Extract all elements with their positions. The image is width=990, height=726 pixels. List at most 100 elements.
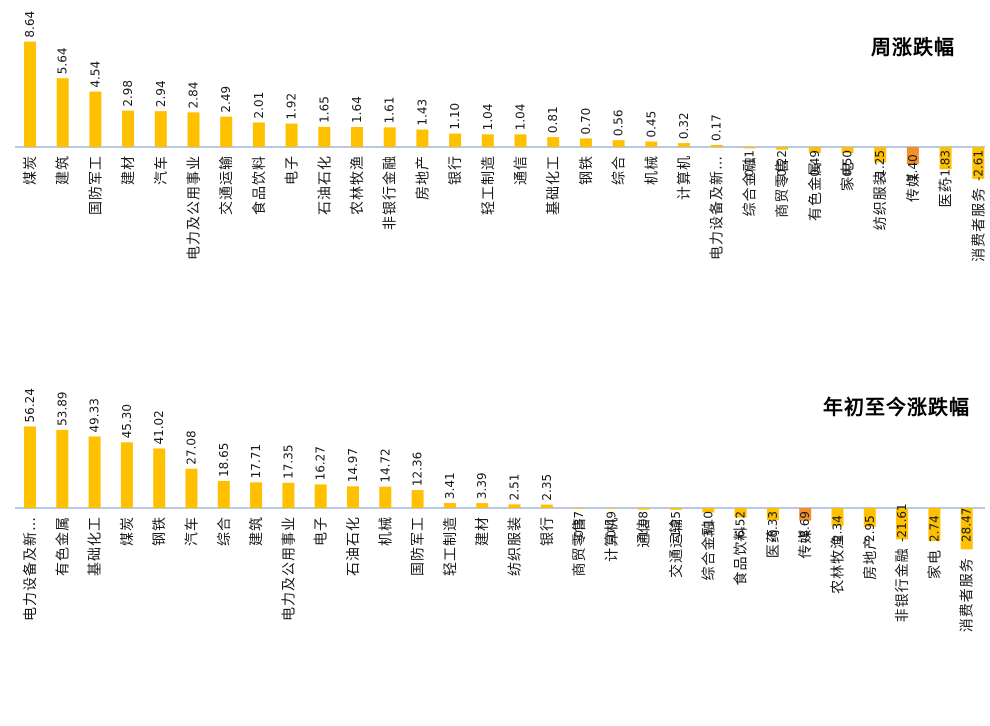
data-label: 2.74 xyxy=(927,515,941,542)
category-label: 房地产 xyxy=(415,155,431,200)
bar-10 xyxy=(314,484,327,508)
category-label: 商贸零售 xyxy=(572,517,588,577)
data-label: 28.47 xyxy=(960,508,974,542)
bar-13 xyxy=(416,129,429,147)
data-label: -0.49 xyxy=(604,511,618,542)
data-label: 1.04 xyxy=(514,104,528,131)
category-label: 交通运输 xyxy=(218,155,235,215)
category-label: 建材 xyxy=(121,155,137,185)
data-label: 3.41 xyxy=(443,472,457,499)
bar-20 xyxy=(637,508,650,510)
ytd-change-chart: 年初至今涨跌幅 56.24 电力设备及新… 53.89 有色金属 49.33 基础化工 45… xyxy=(15,388,985,632)
bar-14 xyxy=(449,133,462,147)
data-label: 2.51 xyxy=(508,474,522,501)
data-label: -0.49 xyxy=(808,150,822,181)
category-label: 农林牧渔 xyxy=(831,534,847,594)
data-label: 0.70 xyxy=(579,108,593,135)
bar-6 xyxy=(185,468,198,508)
category-label: 房地产 xyxy=(863,535,879,580)
data-label: 56.24 xyxy=(23,388,37,422)
chart-title: 年初至今涨跌幅 xyxy=(823,395,970,419)
data-label: 1.10 xyxy=(448,103,462,130)
category-label: 商贸零售 xyxy=(775,158,791,218)
data-label: 2.35 xyxy=(540,474,554,501)
category-label: 建筑 xyxy=(249,516,265,546)
data-label: 1.40 xyxy=(906,154,920,181)
data-label: 53.89 xyxy=(55,392,69,426)
data-label: -3.10 xyxy=(701,511,715,542)
category-label: 有色金属 xyxy=(807,161,824,221)
data-label: 1.61 xyxy=(383,97,397,124)
category-label: 家电 xyxy=(926,549,943,579)
bar-7 xyxy=(217,480,230,508)
bar-9 xyxy=(282,482,295,508)
category-label: 通信 xyxy=(514,155,530,185)
category-label: 银行 xyxy=(448,155,464,185)
category-label: 综合 xyxy=(612,155,628,185)
category-label: 传媒 xyxy=(906,172,922,202)
data-label: -21.61 xyxy=(895,503,909,542)
bar-30 xyxy=(972,147,985,179)
bar-2 xyxy=(56,429,69,508)
data-label: 1.04 xyxy=(481,104,495,131)
bar-4 xyxy=(120,442,133,508)
category-label: 基础化工 xyxy=(87,516,104,576)
data-label: 27.08 xyxy=(185,430,199,464)
category-label: 轻工制造 xyxy=(481,155,497,215)
bar-28 xyxy=(896,508,909,540)
category-label: 汽车 xyxy=(153,155,170,185)
data-label: 17.71 xyxy=(249,444,263,478)
data-label: 0.56 xyxy=(612,109,626,136)
bar-28 xyxy=(906,147,919,165)
category-label: 通信 xyxy=(637,518,653,548)
bar-29 xyxy=(928,508,941,541)
category-label: 电力设备及新… xyxy=(709,155,726,260)
data-label: 14.97 xyxy=(346,448,360,482)
bar-14 xyxy=(443,503,456,508)
category-label: 医药 xyxy=(939,177,955,207)
bar-3 xyxy=(89,91,102,147)
data-label: -0.50 xyxy=(841,150,855,181)
category-label: 国防军工 xyxy=(411,516,427,576)
bar-19 xyxy=(605,508,618,509)
bar-22 xyxy=(710,144,723,147)
bar-16 xyxy=(508,504,521,508)
bar-5 xyxy=(154,111,167,147)
bar-24 xyxy=(766,508,779,521)
bar-21 xyxy=(678,143,690,147)
data-label: -0.11 xyxy=(742,150,756,181)
bar-15 xyxy=(481,134,494,147)
category-label: 汽车 xyxy=(184,516,201,546)
data-label: -2.61 xyxy=(971,150,985,181)
bar-11 xyxy=(351,126,363,147)
data-label: 2.49 xyxy=(219,86,233,113)
data-label: 2.84 xyxy=(187,82,201,109)
bar-20 xyxy=(645,141,658,147)
data-label: 4.54 xyxy=(88,61,102,88)
bar-24 xyxy=(776,147,789,150)
data-label: 18.65 xyxy=(217,443,231,477)
category-label: 煤炭 xyxy=(23,155,39,185)
data-label: -1.25 xyxy=(669,511,683,542)
bar-5 xyxy=(153,448,166,508)
category-label: 消费者服务 xyxy=(971,187,987,262)
data-label: 0.17 xyxy=(710,114,724,141)
bar-18 xyxy=(573,508,586,509)
data-label: 1.92 xyxy=(285,93,299,120)
data-label: 1.43 xyxy=(415,99,429,126)
data-label: 41.02 xyxy=(152,410,166,444)
bar-27 xyxy=(863,508,876,527)
category-label: 石油石化 xyxy=(317,155,333,215)
data-label: 2.01 xyxy=(252,92,266,119)
bar-25 xyxy=(799,508,812,521)
bar-21 xyxy=(670,508,682,510)
category-label: 电力及公用事业 xyxy=(187,155,203,260)
bar-25 xyxy=(808,147,821,153)
bar-6 xyxy=(187,112,200,147)
data-label: 12.36 xyxy=(411,452,425,486)
data-label: 8.64 xyxy=(23,11,37,38)
data-label: 49.33 xyxy=(88,398,102,432)
bar-12 xyxy=(383,127,396,147)
bar-3 xyxy=(88,436,101,508)
category-label: 非银行金融 xyxy=(895,547,911,622)
